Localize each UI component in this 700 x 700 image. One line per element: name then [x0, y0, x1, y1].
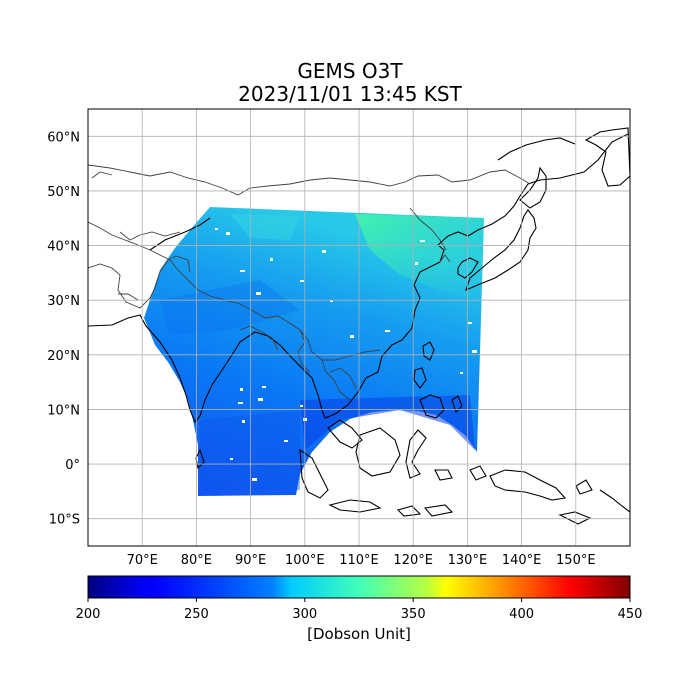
cloud-gap [256, 292, 261, 295]
cloud-gap [420, 240, 425, 242]
cloud-gap [258, 398, 263, 401]
cloud-gap [460, 372, 463, 374]
cloud-gap [238, 402, 243, 404]
cloud-gap [270, 258, 273, 261]
lat-tick-label: 60°N [47, 130, 80, 145]
longitude-ticks: 70°E 80°E 90°E 100°E 110°E 120°E 130°E 140°E 150… [127, 553, 596, 568]
colorbar-gradient [87, 575, 631, 599]
lon-tick-label: 120°E [393, 553, 433, 568]
map-title: GEMS O3T [297, 59, 403, 83]
latitude-ticks: 60°N 50°N 40°N 30°N 20°N 10°N 0° 10°S [47, 130, 80, 527]
lon-tick-label: 70°E [127, 553, 158, 568]
lon-tick-label: 130°E [448, 553, 488, 568]
cloud-gap [350, 335, 354, 338]
cloud-gap [472, 350, 477, 353]
lat-tick-label: 30°N [47, 294, 80, 309]
cloud-gap [385, 330, 390, 332]
cloud-gap [252, 478, 257, 481]
cloud-gap [300, 280, 304, 282]
cloud-gap [322, 250, 326, 253]
map-axes [87, 108, 631, 547]
lon-tick-label: 90°E [235, 553, 266, 568]
lon-tick-label: 80°E [181, 553, 212, 568]
map-gridlines [88, 109, 630, 546]
cloud-gap [262, 386, 266, 388]
colorbar-tick-label: 200 [76, 607, 101, 622]
cloud-gap [240, 270, 245, 272]
colorbar-tick-label: 250 [184, 607, 209, 622]
cloud-gap [215, 228, 218, 230]
cloud-gap [240, 388, 243, 391]
cloud-gap [300, 405, 303, 407]
map-subtitle: 2023/11/01 13:45 KST [238, 82, 462, 106]
lat-tick-label: 20°N [47, 349, 80, 364]
lon-tick-label: 110°E [339, 553, 379, 568]
lon-tick-label: 150°E [556, 553, 596, 568]
lon-tick-label: 100°E [285, 553, 325, 568]
cloud-gap [330, 300, 333, 302]
lat-tick-label: 0° [65, 458, 80, 473]
colorbar-tick-label: 450 [618, 607, 643, 622]
lat-tick-label: 40°N [47, 240, 80, 255]
cloud-gap [242, 420, 245, 423]
lon-tick-label: 140°E [502, 553, 542, 568]
lat-tick-label: 50°N [47, 185, 80, 200]
cloud-gap [468, 322, 472, 324]
cloud-gap [230, 458, 233, 460]
colorbar-tick-label: 350 [401, 607, 426, 622]
lat-tick-label: 10°S [49, 513, 80, 528]
colorbar-tick-label: 400 [509, 607, 534, 622]
cloud-gap [284, 440, 288, 442]
lat-tick-label: 10°N [47, 403, 80, 418]
colorbar-tick-label: 300 [292, 607, 317, 622]
colorbar-ticks: 200 250 300 350 400 450 [76, 598, 643, 622]
coastlines [88, 127, 630, 525]
ozone-data-swath [144, 207, 484, 496]
cloud-gap [226, 232, 230, 235]
colorbar: 200 250 300 350 400 450 [Dobson Unit] [76, 575, 643, 643]
colorbar-unit-label: [Dobson Unit] [307, 625, 411, 643]
cloud-gap [415, 262, 418, 265]
